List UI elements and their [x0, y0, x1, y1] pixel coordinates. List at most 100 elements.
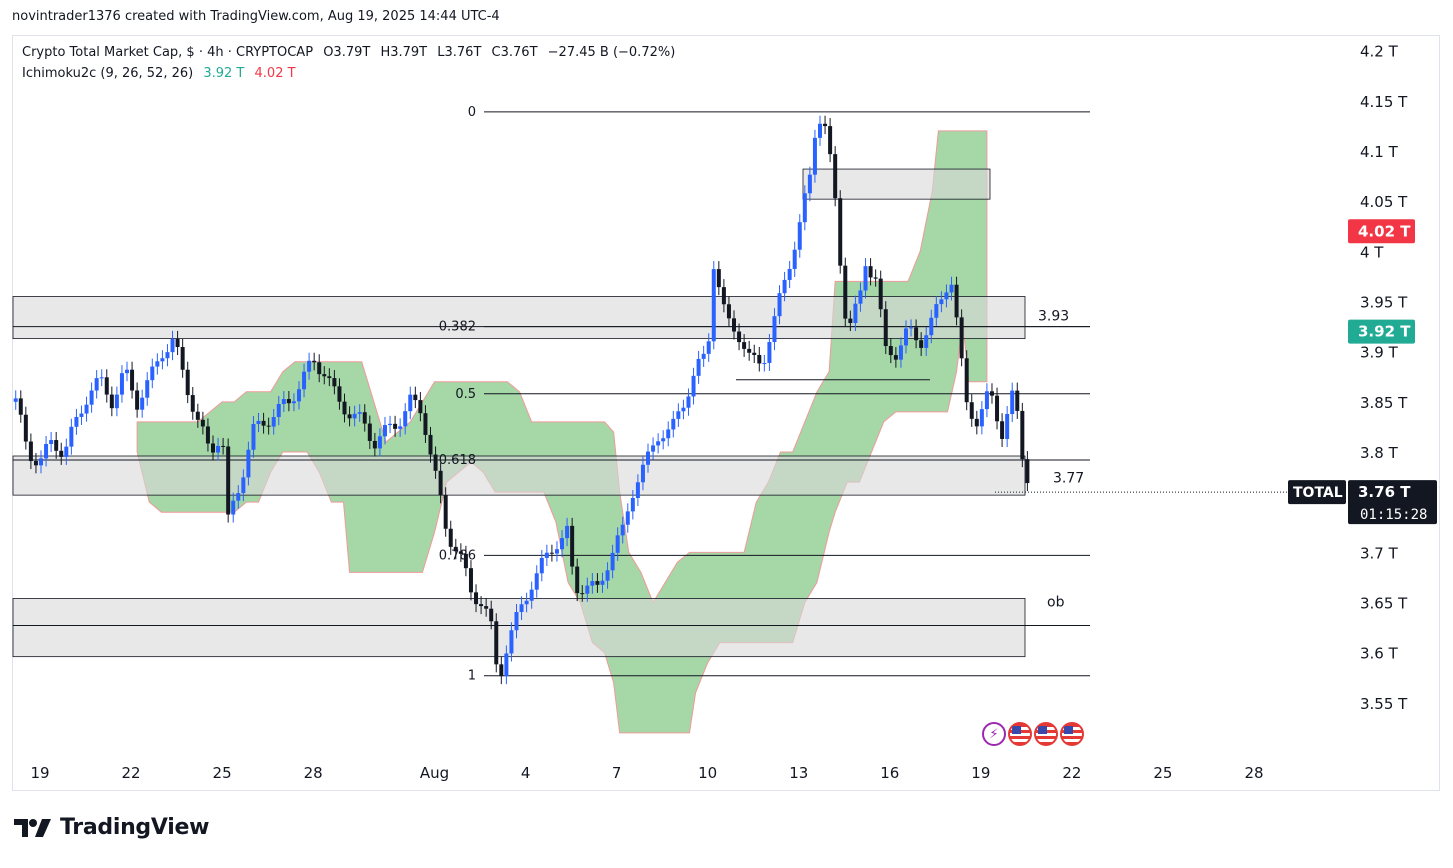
candle-body [185, 369, 190, 396]
candle-body [89, 390, 94, 405]
candle-body [388, 423, 393, 426]
us-flag-icon[interactable] [1060, 722, 1084, 746]
candle-body [372, 440, 377, 449]
zone-box [12, 296, 1026, 340]
candle-body [205, 426, 210, 444]
candle-body [276, 404, 281, 418]
candle-body [519, 604, 524, 613]
candle-body [216, 445, 221, 453]
ohlc-low: L3.76T [437, 45, 482, 60]
candle-body [600, 580, 605, 585]
candle-body [706, 341, 711, 354]
candle-body [13, 398, 18, 402]
candle-body [995, 395, 1000, 422]
candle-body [989, 391, 994, 396]
candle-body [236, 493, 241, 501]
candle-body [661, 438, 666, 442]
candle-body [271, 417, 276, 427]
candle-body [347, 414, 352, 419]
candle-body [1020, 410, 1025, 460]
candle-body [54, 440, 59, 451]
candle-body [226, 446, 231, 515]
candle-body [499, 664, 504, 677]
candle-body [104, 377, 109, 395]
y-tick-label: 3.55 T [1360, 695, 1408, 713]
us-flag-icon[interactable] [1034, 722, 1058, 746]
candle-body [595, 581, 600, 585]
tradingview-logo-icon [14, 818, 51, 837]
candle-body [332, 378, 337, 387]
price-change: −27.45 B (−0.72%) [547, 45, 676, 60]
indicator-legend[interactable]: Ichimoku2c (9, 26, 52, 26) 3.92 T 4.02 T [22, 66, 296, 81]
zone-label: 3.77 [1053, 471, 1084, 487]
symbol-title: Crypto Total Market Cap, $ · 4h · CRYPTO… [22, 45, 314, 60]
y-tick-label: 3.85 T [1360, 394, 1408, 412]
y-tick-label: 4.2 T [1360, 43, 1399, 61]
candle-body [959, 317, 964, 359]
candle-body [261, 420, 266, 426]
chart-frame [12, 35, 1440, 791]
candle-body [423, 413, 428, 435]
price-tag-countdown: 01:15:28 [1360, 507, 1427, 523]
candle-body [119, 373, 124, 395]
candle-body [256, 420, 261, 425]
x-tick-label: 19 [30, 764, 49, 782]
candle-body [752, 352, 757, 355]
candle-body [221, 445, 226, 447]
candle-body [393, 423, 398, 429]
candle-body [797, 222, 802, 250]
candle-body [74, 416, 79, 427]
candle-body [828, 126, 833, 155]
fib-label: 0.618 [439, 453, 476, 468]
candle-body [529, 589, 534, 601]
price-tag-label: 3.76 T [1358, 483, 1411, 501]
y-tick-label: 4.1 T [1360, 143, 1399, 161]
x-tick-label: Aug [420, 764, 449, 782]
candle-body [463, 553, 468, 569]
tradingview-logo[interactable]: TradingView [14, 815, 209, 840]
candle-body [777, 293, 782, 317]
us-flag-icon[interactable] [1008, 722, 1032, 746]
candle-body [59, 450, 64, 457]
candle-body [23, 414, 28, 442]
event-icons: ⚡ [982, 722, 1084, 746]
candle-body [934, 304, 939, 318]
y-tick-label: 3.65 T [1360, 594, 1408, 612]
candle-body [352, 413, 357, 419]
candle-body [858, 290, 863, 304]
candle-body [732, 318, 737, 332]
candle-body [509, 630, 514, 654]
candle-body [716, 269, 721, 288]
candle-body [676, 411, 681, 419]
candle-body [812, 137, 817, 175]
candle-body [666, 429, 671, 439]
candle-body [302, 371, 307, 390]
candle-body [560, 538, 565, 550]
candle-body [514, 612, 519, 631]
candle-body [954, 284, 959, 318]
candle-body [792, 249, 797, 269]
bolt-icon[interactable]: ⚡ [982, 722, 1006, 746]
candle-body [671, 418, 676, 430]
fib-label: 1 [468, 669, 476, 684]
price-tag [1348, 319, 1415, 344]
candle-body [312, 360, 317, 363]
ohlc-close: C3.76T [491, 45, 538, 60]
candle-body [286, 399, 291, 404]
zone-box [12, 455, 1026, 496]
candle-body [878, 278, 883, 310]
candle-body [327, 376, 332, 379]
candle-body [605, 570, 610, 581]
indicator-value-1: 3.92 T [203, 66, 245, 81]
candle-body [833, 154, 838, 199]
candle-body [210, 443, 215, 453]
candle-body [696, 358, 701, 376]
candle-body [742, 342, 747, 349]
candle-body [635, 482, 640, 498]
candle-body [489, 608, 494, 622]
candle-body [251, 424, 256, 450]
tradingview-logo-text: TradingView [60, 815, 210, 840]
candle-body [468, 568, 473, 593]
symbol-legend[interactable]: Crypto Total Market Cap, $ · 4h · CRYPTO… [22, 45, 675, 60]
